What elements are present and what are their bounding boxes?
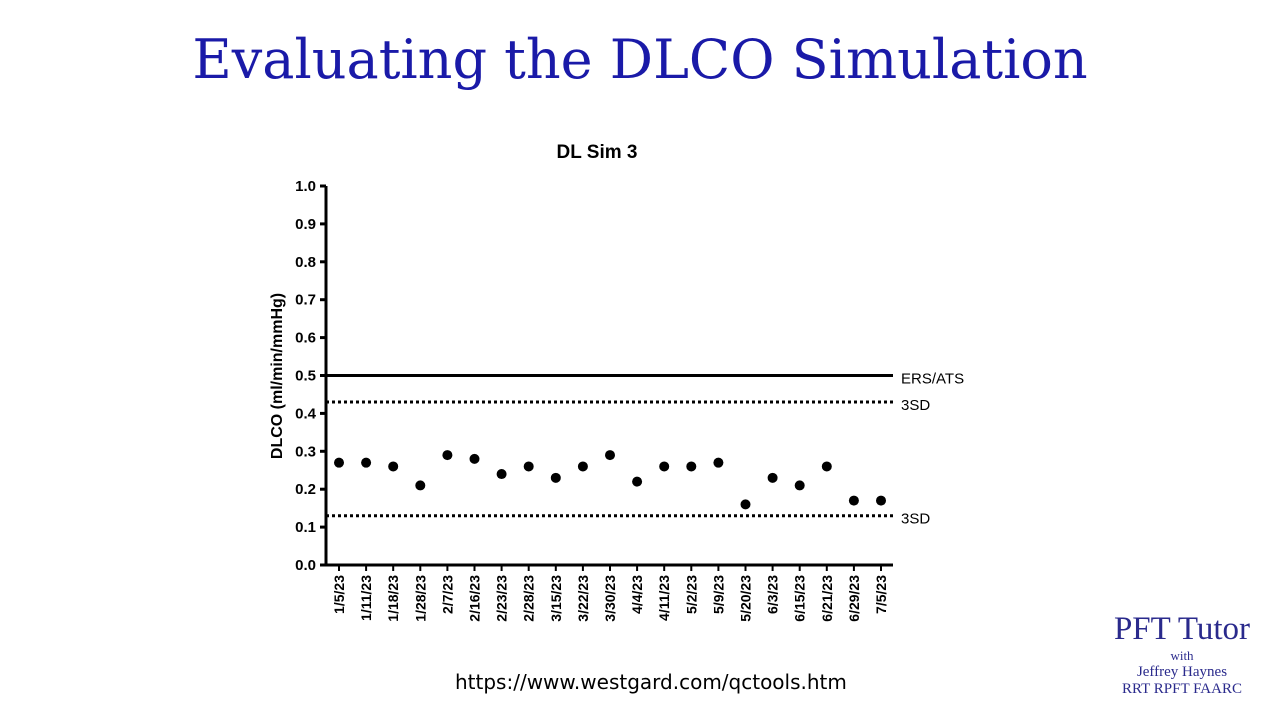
x-tick-label: 5/9/23 bbox=[710, 575, 726, 614]
data-point bbox=[821, 461, 832, 472]
data-point bbox=[469, 453, 480, 464]
brand-credentials: RRT RPFT FAARC bbox=[1122, 681, 1242, 697]
data-point bbox=[415, 480, 426, 491]
data-point bbox=[388, 461, 399, 472]
x-tick-label: 3/30/23 bbox=[602, 575, 618, 622]
data-point bbox=[876, 495, 886, 506]
x-tick-label: 6/21/23 bbox=[819, 575, 835, 622]
source-url[interactable]: https://www.westgard.com/qctools.htm bbox=[455, 670, 847, 694]
y-tick-label: 0.3 bbox=[295, 443, 316, 460]
y-tick-label: 1.0 bbox=[295, 178, 316, 195]
x-tick-label: 1/28/23 bbox=[412, 575, 428, 622]
x-tick-label: 5/20/23 bbox=[738, 575, 754, 622]
x-tick-label: 3/22/23 bbox=[575, 575, 591, 622]
x-tick-label: 2/7/23 bbox=[439, 575, 455, 614]
reference-line-label: 3SD bbox=[901, 511, 930, 528]
data-point bbox=[659, 461, 670, 472]
x-tick-label: 4/4/23 bbox=[629, 575, 645, 614]
x-tick-label: 2/28/23 bbox=[521, 575, 537, 622]
data-point bbox=[686, 461, 697, 472]
slide-title: Evaluating the DLCO Simulation bbox=[192, 28, 1088, 91]
data-point bbox=[523, 461, 534, 472]
x-tick-label: 2/16/23 bbox=[467, 575, 483, 622]
brand-with: with bbox=[1170, 648, 1194, 663]
x-tick-label: 1/18/23 bbox=[385, 575, 401, 622]
data-point bbox=[605, 450, 615, 461]
data-point bbox=[740, 499, 751, 510]
x-tick-label: 4/11/23 bbox=[656, 575, 672, 621]
data-point bbox=[767, 472, 778, 483]
x-tick-label: 1/11/23 bbox=[358, 575, 374, 621]
y-tick-label: 0.7 bbox=[295, 292, 316, 309]
reference-line-label: 3SD bbox=[901, 397, 930, 414]
brand-logo: PFT Tutor with Jeffrey Haynes RRT RPFT F… bbox=[1092, 610, 1272, 698]
x-axis: 1/5/23 1/11/23 1/18/23 1/28/23 2/7/23 2/16/23… bbox=[326, 563, 893, 622]
y-tick-label: 0.0 bbox=[295, 557, 316, 574]
data-point bbox=[496, 469, 507, 480]
y-tick-label: 0.1 bbox=[295, 519, 316, 536]
y-axis: 0.0 0.1 0.2 0.3 0.4 0.5 0.6 0.7 0.8 0.9 1.0 bbox=[295, 178, 328, 574]
x-tick-label: 6/29/23 bbox=[846, 575, 862, 622]
x-tick-label: 6/15/23 bbox=[792, 575, 808, 622]
y-tick-label: 0.2 bbox=[295, 481, 316, 498]
y-tick-label: 0.8 bbox=[295, 254, 316, 271]
y-axis-label: DLCO (ml/min/mmHg) bbox=[269, 293, 286, 459]
x-tick-label: 1/5/23 bbox=[331, 575, 347, 614]
x-tick-label: 3/15/23 bbox=[548, 575, 564, 622]
brand-name: PFT Tutor bbox=[1113, 611, 1251, 647]
data-point bbox=[361, 457, 372, 468]
y-tick-label: 0.6 bbox=[295, 330, 316, 347]
data-point bbox=[577, 461, 588, 472]
data-point bbox=[713, 457, 724, 468]
x-tick-label: 2/23/23 bbox=[494, 575, 510, 622]
data-point bbox=[794, 480, 805, 491]
data-point bbox=[442, 450, 453, 461]
data-point bbox=[632, 476, 643, 487]
x-tick-label: 6/3/23 bbox=[765, 575, 781, 614]
x-tick-label: 7/5/23 bbox=[873, 575, 889, 614]
data-point bbox=[848, 495, 859, 506]
data-points bbox=[334, 450, 886, 510]
y-tick-label: 0.9 bbox=[295, 216, 316, 233]
data-point bbox=[550, 472, 561, 483]
reference-line-label: ERS/ATS bbox=[901, 371, 964, 388]
reference-lines: ERS/ATS 3SD 3SD bbox=[326, 371, 964, 528]
brand-author: Jeffrey Haynes bbox=[1136, 664, 1228, 680]
x-tick-label: 5/2/23 bbox=[683, 575, 699, 614]
chart-title: DL Sim 3 bbox=[557, 142, 638, 163]
y-tick-label: 0.4 bbox=[295, 405, 317, 422]
data-point bbox=[334, 457, 344, 468]
y-tick-label: 0.5 bbox=[295, 368, 316, 385]
